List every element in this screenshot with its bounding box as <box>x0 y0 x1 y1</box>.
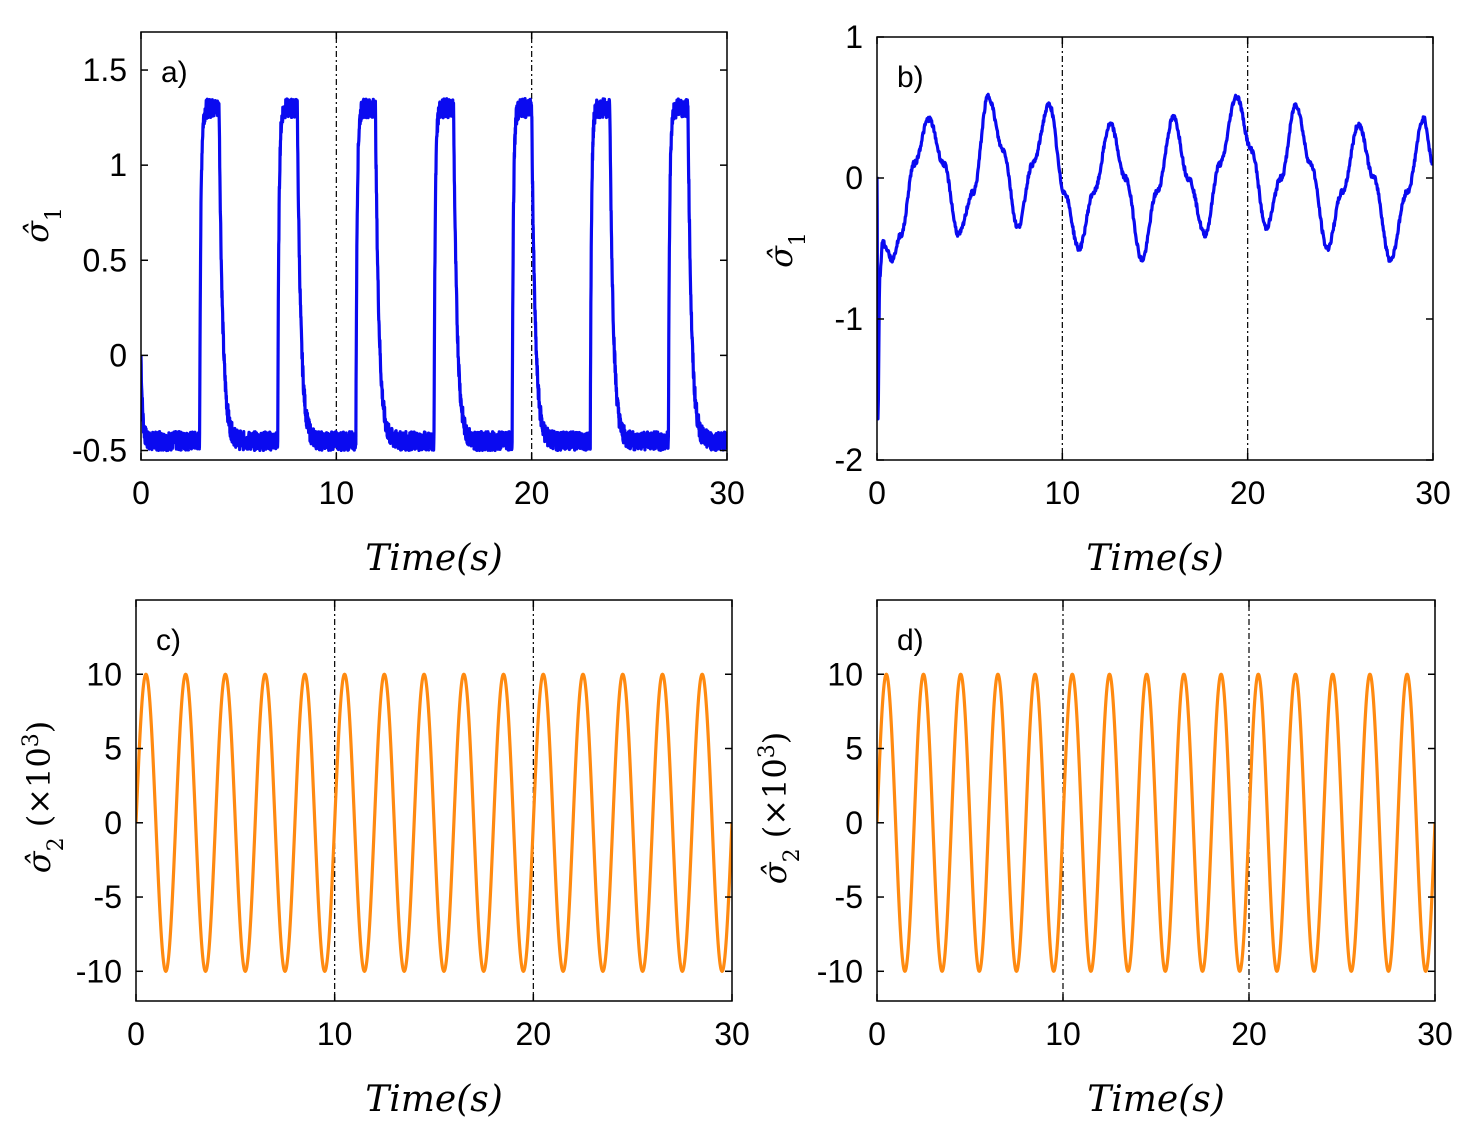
x-tick-label-d-1: 10 <box>1045 1016 1081 1052</box>
x-tick-label-c-2: 20 <box>516 1016 552 1052</box>
y-axis-label-a: σ̂1 <box>18 207 67 243</box>
y-tick-label-b-1: -1 <box>835 301 863 337</box>
x-axis-label-d: Time(s) <box>1087 1079 1225 1120</box>
y-axis-label-b: σ̂1 <box>762 232 811 268</box>
x-tick-label-b-1: 10 <box>1045 475 1081 511</box>
y-tick-label-c-2: 0 <box>104 805 122 841</box>
chart-panel-a: 0 10 20 30-0.500.511.5 a)Time(s)σ̂1 <box>18 31 745 579</box>
x-tick-label-a-1: 10 <box>319 475 355 511</box>
panel-label-d: d) <box>897 624 924 657</box>
x-tick-label-b-2: 20 <box>1230 475 1266 511</box>
x-tick-label-d-0: 0 <box>868 1016 886 1052</box>
chart-panel-d: 0 10 20 30 -10 -5 0 5 10 d) Time(s) σ̂2 (×103) <box>755 599 1453 1120</box>
y-tick-label-d-3: 5 <box>845 731 863 767</box>
x-tick-label-c-3: 30 <box>714 1016 750 1052</box>
x-tick-label-c-1: 10 <box>317 1016 353 1052</box>
panel-label-c: c) <box>156 624 181 657</box>
axes-frame-a <box>140 31 728 461</box>
chart-panel-c: 0 10 20 30 -10 -5 0 5 10 c) Time(s) σ̂2 (×103) <box>19 599 750 1120</box>
y-tick-label-a-2: 0.5 <box>83 242 127 278</box>
axes-frame-c <box>135 599 733 1002</box>
y-tick-label-b-2: 0 <box>845 160 863 196</box>
y-tick-label-d-4: 10 <box>827 656 863 692</box>
y-tick-label-d-1: -5 <box>835 879 863 915</box>
y-tick-label-a-4: 1.5 <box>83 52 127 88</box>
x-tick-label-a-2: 20 <box>514 475 550 511</box>
x-tick-label-a-3: 30 <box>709 475 745 511</box>
y-axis-label-d: σ̂2 (×103) <box>755 732 805 885</box>
y-tick-label-b-0: -2 <box>835 442 863 478</box>
x-tick-label-c-0: 0 <box>127 1016 145 1052</box>
x-tick-label-b-0: 0 <box>868 475 886 511</box>
chart-panel-b: 0 10 20 30 -2 -1 0 1 b) Time(s) σ̂1 <box>762 19 1451 579</box>
x-tick-label-b-3: 30 <box>1415 475 1451 511</box>
series-line-d-0 <box>877 672 1435 973</box>
y-tick-label-c-4: 10 <box>86 656 122 692</box>
axes-frame-d <box>876 599 1436 1002</box>
x-axis-label-b: Time(s) <box>1086 538 1224 579</box>
series-line-c-0 <box>136 672 732 973</box>
x-axis-label-c: Time(s) <box>365 1079 503 1120</box>
y-tick-label-d-0: -10 <box>817 953 863 989</box>
y-tick-label-a-0: -0.5 <box>72 432 127 468</box>
y-tick-label-a-3: 1 <box>109 147 127 183</box>
x-axis-label-a: Time(s) <box>365 538 503 579</box>
y-axis-label-c: σ̂2 (×103) <box>19 721 69 874</box>
y-tick-label-b-3: 1 <box>845 19 863 55</box>
x-tick-label-a-0: 0 <box>132 475 150 511</box>
x-tick-label-d-2: 20 <box>1231 1016 1267 1052</box>
y-tick-label-c-0: -10 <box>76 953 122 989</box>
y-tick-label-a-1: 0 <box>109 337 127 373</box>
series-line-b-0 <box>877 92 1433 421</box>
y-tick-label-c-3: 5 <box>104 731 122 767</box>
y-tick-label-c-1: -5 <box>94 879 122 915</box>
axes-frame-b <box>876 36 1434 461</box>
x-tick-label-d-3: 30 <box>1417 1016 1453 1052</box>
panel-label-a: a) <box>161 56 188 89</box>
panel-label-b: b) <box>897 61 924 94</box>
y-tick-label-d-2: 0 <box>845 805 863 841</box>
series-line-a-0 <box>141 97 727 453</box>
